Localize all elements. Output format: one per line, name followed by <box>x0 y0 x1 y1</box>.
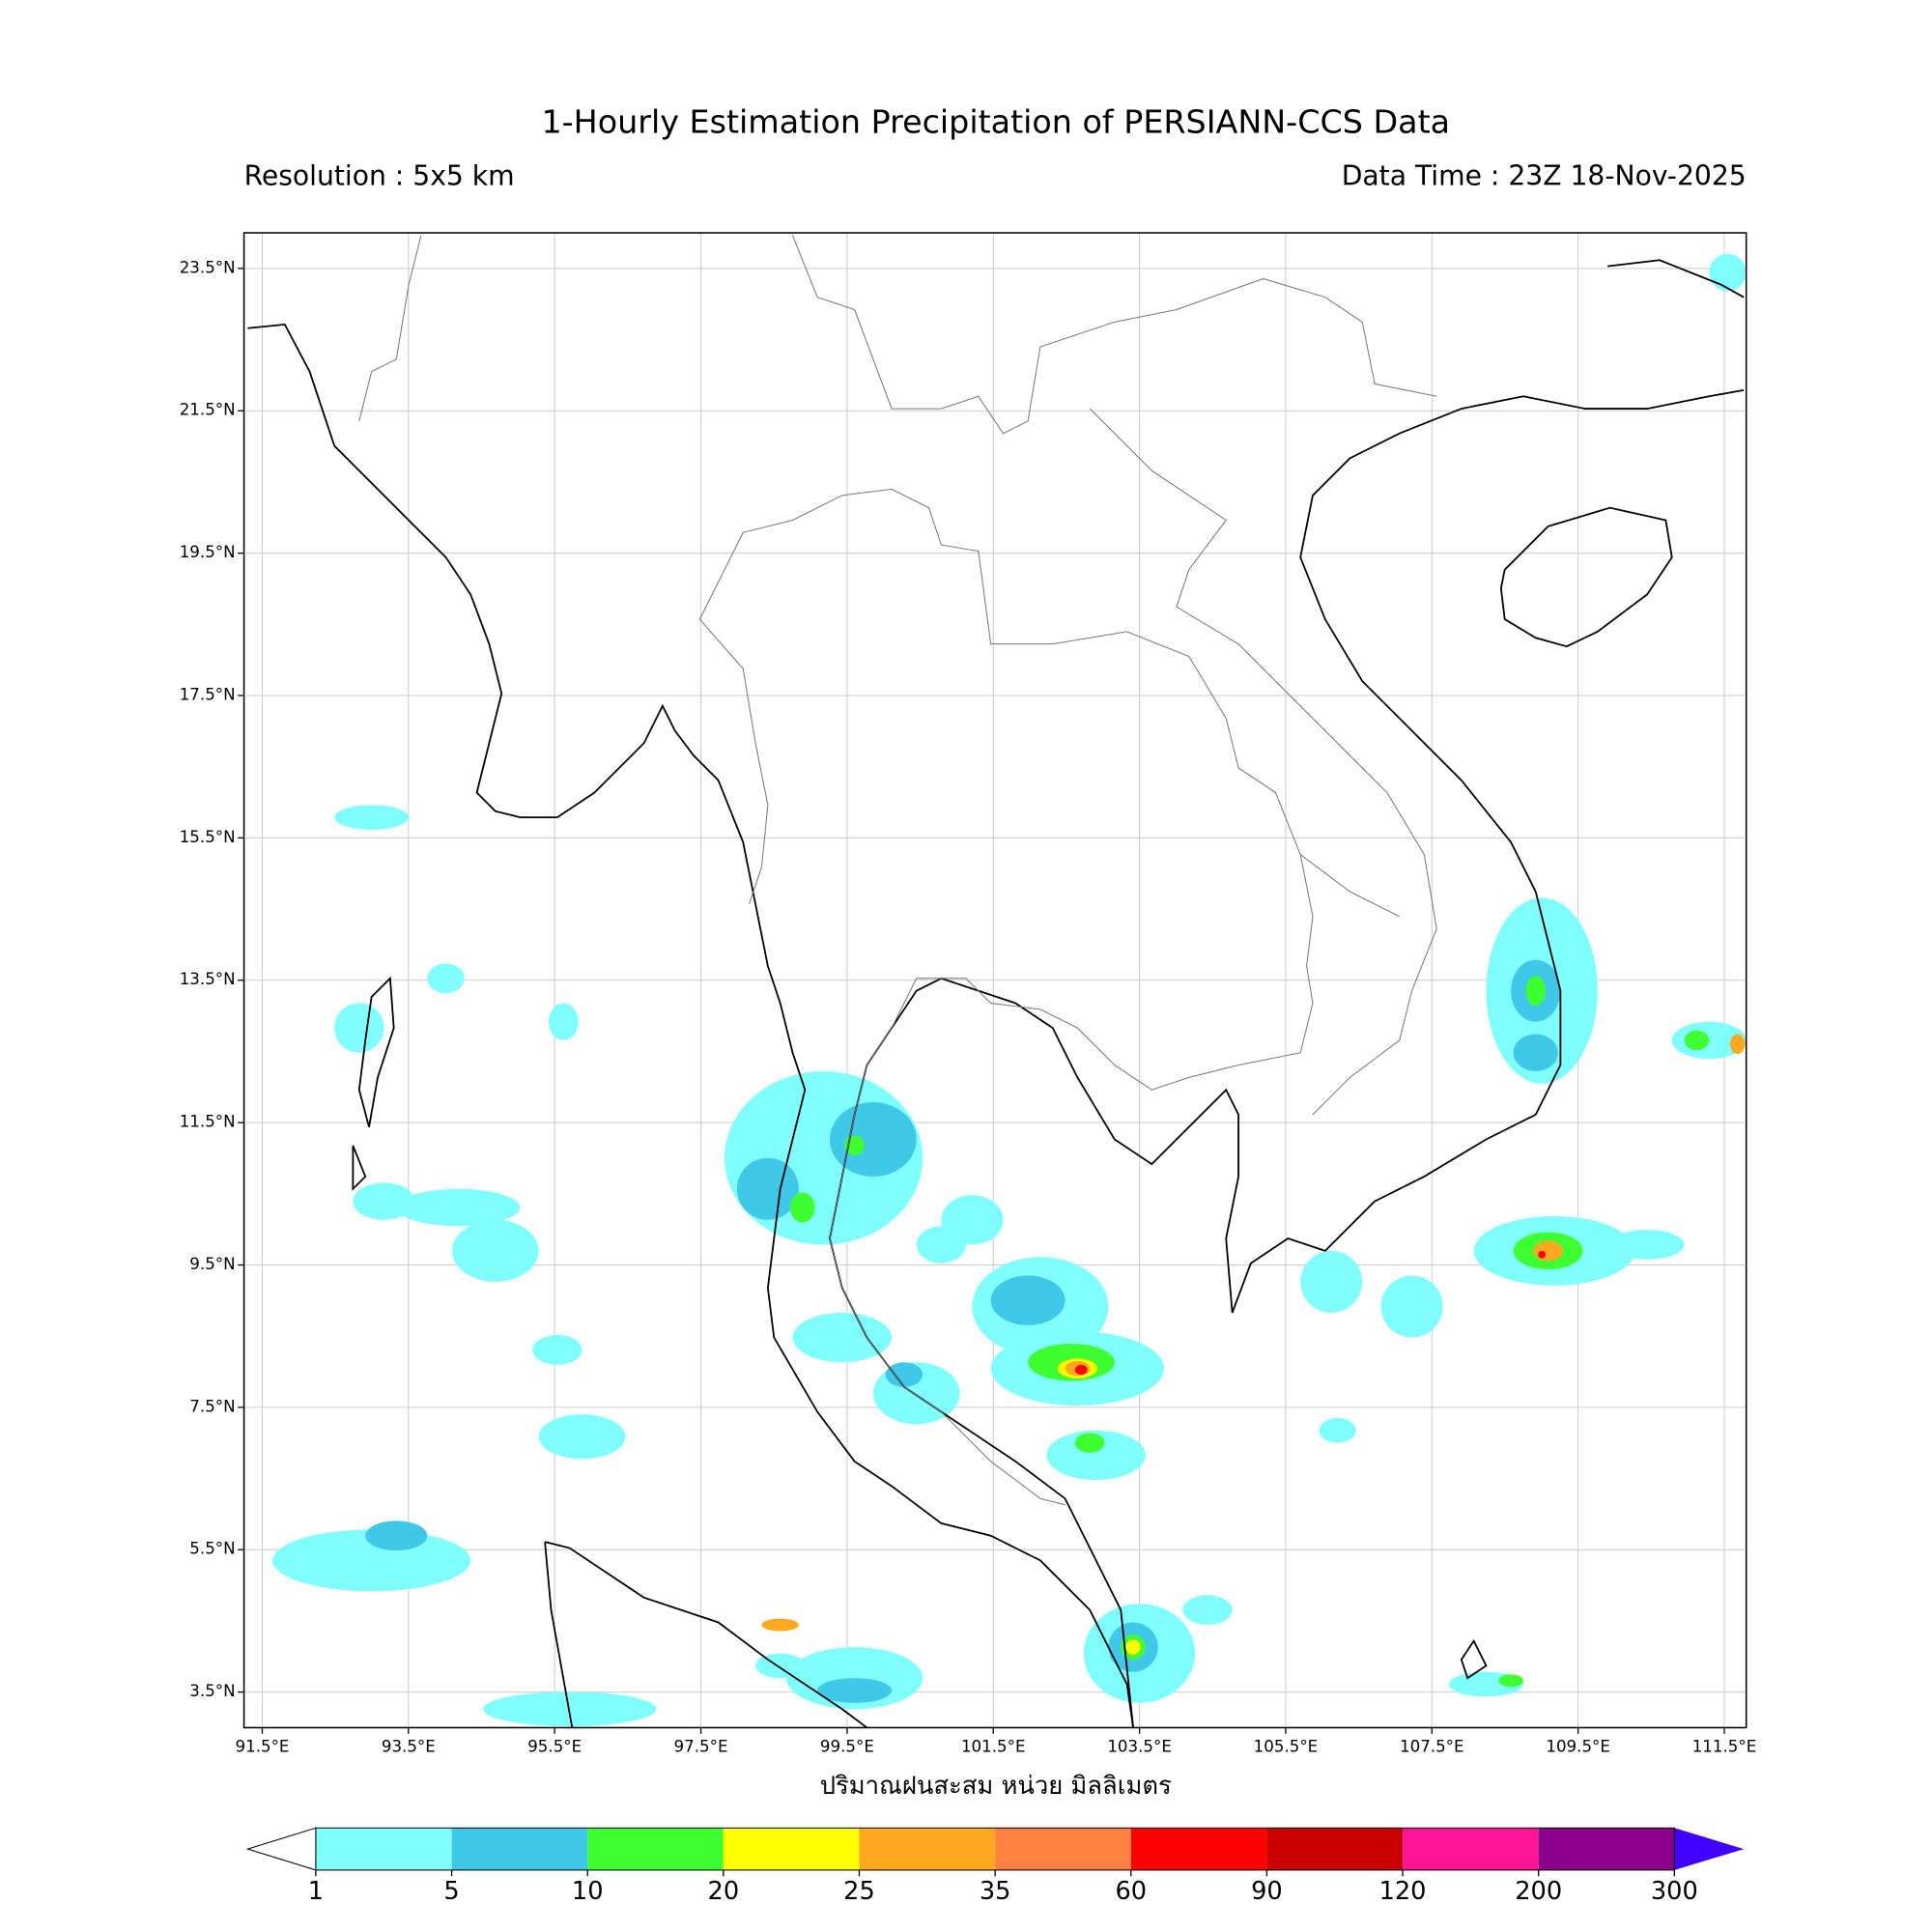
colorbar-tick-label: 35 <box>980 1877 1011 1906</box>
colorbar-tick-label: 200 <box>1515 1877 1562 1906</box>
data-time: Data Time : 23Z 18-Nov-2025 <box>1342 159 1747 191</box>
colorbar-tick-label: 90 <box>1251 1877 1283 1906</box>
x-tick-label: 111.5°E <box>1692 1737 1757 1755</box>
colorbar-under <box>245 1827 317 1871</box>
rain-red <box>1074 1250 1546 1376</box>
colorbar-tick-label: 20 <box>708 1877 740 1906</box>
colorbar-box <box>723 1828 860 1870</box>
coastline-mainland <box>247 323 1134 1728</box>
colorbar-tick-label: 10 <box>572 1877 604 1906</box>
y-tick-label: 21.5°N <box>180 401 236 419</box>
colorbar-box <box>1538 1828 1675 1870</box>
y-tick-label: 15.5°N <box>180 828 236 846</box>
colorbar-tick-label: 60 <box>1115 1877 1147 1906</box>
map-title: 1-Hourly Estimation Precipitation of PER… <box>541 103 1450 141</box>
coastline-sumatra <box>544 1541 867 1728</box>
rain-medium <box>365 959 1561 1703</box>
coastline-gulf <box>829 388 1745 1728</box>
x-tick-label: 93.5°E <box>382 1737 436 1755</box>
rain-layer <box>247 235 1747 1728</box>
colorbar-box <box>315 1828 452 1870</box>
colorbar-box <box>995 1828 1131 1870</box>
resolution: Resolution : 5x5 km <box>244 159 515 191</box>
x-tick-label: 97.5°E <box>674 1737 728 1755</box>
coastline-andaman <box>352 976 395 1191</box>
border-thailand <box>698 488 1314 1506</box>
x-tick-label: 103.5°E <box>1107 1737 1172 1755</box>
y-tick-label: 13.5°N <box>180 970 236 988</box>
x-tick-label: 101.5°E <box>961 1737 1026 1755</box>
x-tick-label: 91.5°E <box>236 1737 290 1755</box>
x-tick-label: 109.5°E <box>1546 1737 1610 1755</box>
x-tick-label: 105.5°E <box>1254 1737 1319 1755</box>
y-tick-label: 23.5°N <box>180 258 236 276</box>
y-tick-label: 9.5°N <box>189 1255 235 1273</box>
border-region <box>358 235 1437 1116</box>
colorbar-box <box>451 1828 588 1870</box>
y-tick-label: 7.5°N <box>189 1397 235 1415</box>
colorbar-tick-label: 25 <box>843 1877 875 1906</box>
grid-layer <box>243 233 1747 1728</box>
coastline-hainan <box>1499 506 1673 648</box>
y-tick-label: 5.5°N <box>189 1540 235 1558</box>
colorbar-over <box>1674 1828 1745 1870</box>
colorbar-tick-label: 300 <box>1651 1877 1698 1906</box>
colorbar-tick-label: 5 <box>443 1877 459 1906</box>
x-tick-label: 99.5°E <box>820 1737 874 1755</box>
colorbar-tick-label: 1 <box>308 1877 324 1906</box>
colorbar-box <box>859 1828 996 1870</box>
y-tick-label: 11.5°N <box>180 1113 236 1131</box>
colorbar: 1 5 10 20 25 35 60 90 120 200 300 <box>245 1827 1745 1906</box>
colorbar-box <box>1403 1828 1539 1870</box>
axis-ticks: 91.5°E 93.5°E 95.5°E 97.5°E 99.5°E 101.5°E 103… <box>180 258 1757 1755</box>
rain-heavy <box>789 976 1710 1688</box>
rain-orange <box>761 1034 1746 1632</box>
colorbar-box <box>1130 1828 1267 1870</box>
y-tick-label: 17.5°N <box>180 685 236 703</box>
colorbar-box <box>587 1828 724 1870</box>
colorbar-tick-label: 120 <box>1379 1877 1427 1906</box>
y-tick-label: 3.5°N <box>189 1682 235 1700</box>
coastline-borneo <box>1460 259 1745 1680</box>
x-tick-label: 95.5°E <box>527 1737 582 1755</box>
colorbar-label: ปริมาณฝนสะสม หน่วย มิลลิเมตร <box>820 1772 1172 1801</box>
x-tick-label: 107.5°E <box>1400 1737 1464 1755</box>
y-tick-label: 19.5°N <box>180 543 236 561</box>
colorbar-box <box>1266 1828 1404 1870</box>
